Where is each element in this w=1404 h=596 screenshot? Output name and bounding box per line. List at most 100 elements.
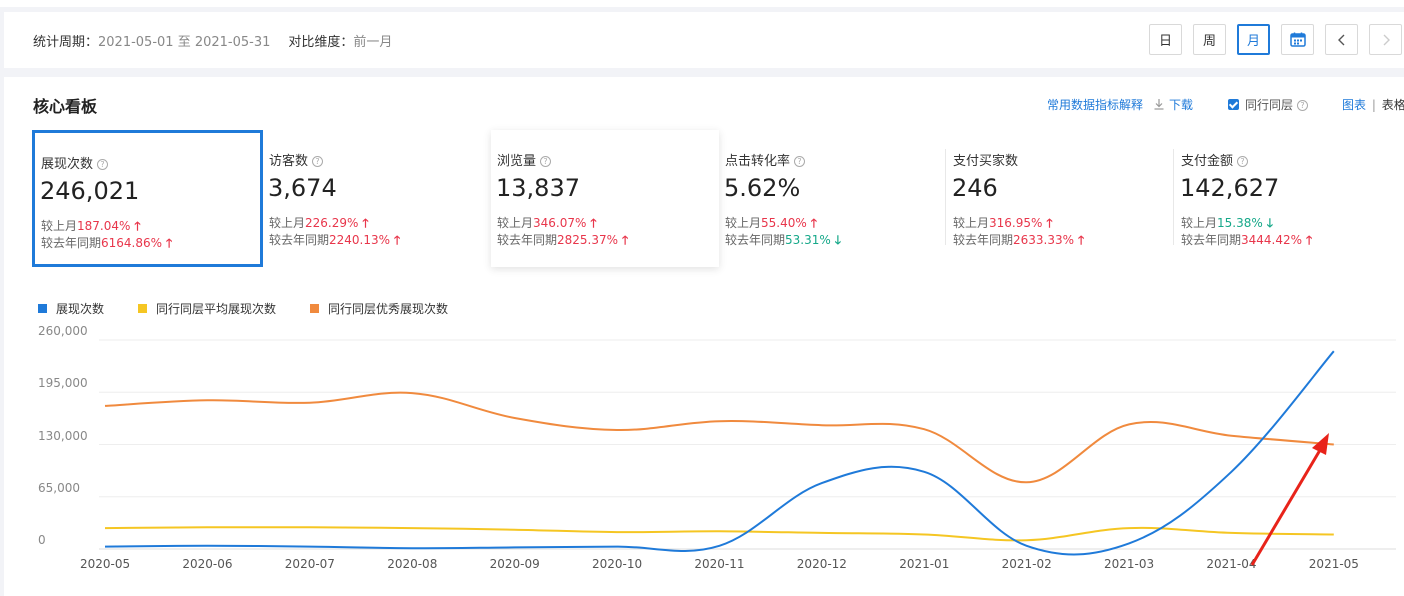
series-line-2[interactable] xyxy=(104,526,1334,542)
metric-card[interactable]: 支付金额? 142,627 较上月15.38% 🡓 较去年同期3444.42% 🡑 xyxy=(1175,130,1401,267)
calendar-button[interactable] xyxy=(1281,24,1314,55)
metric-name: 展现次数? xyxy=(41,153,109,172)
metric-card[interactable]: 访客数? 3,674 较上月226.29% 🡑 较去年同期2240.13% 🡑 xyxy=(263,130,489,267)
help-icon: ? xyxy=(1297,100,1309,111)
metric-value: 3,674 xyxy=(268,174,337,202)
arrow-down-icon: 🡓 xyxy=(834,233,842,247)
arrow-up-icon: 🡑 xyxy=(1046,216,1053,230)
metric-name: 点击转化率? xyxy=(725,150,806,169)
checkbox-checked-icon xyxy=(1228,99,1239,110)
legend-swatch xyxy=(38,304,47,313)
year-over-year: 较去年同期2633.33% 🡑 xyxy=(953,233,1085,247)
day-button[interactable]: 日 xyxy=(1149,24,1182,55)
calendar-icon xyxy=(1289,32,1306,47)
year-over-year: 较去年同期53.31% 🡓 xyxy=(725,233,842,247)
x-tick-label: 2020-08 xyxy=(387,557,438,571)
line-chart xyxy=(99,339,1396,566)
filter-bar: 统计周期：2021-05-01 至 2021-05-31 对比维度：前一月 日 周… xyxy=(4,12,1404,68)
metric-name: 支付买家数 xyxy=(953,154,1019,169)
metric-card[interactable]: 浏览量? 13,837 较上月346.07% 🡑 较去年同期2825.37% 🡑 xyxy=(491,130,719,267)
help-icon: ? xyxy=(312,156,324,167)
arrow-up-icon: 🡑 xyxy=(166,236,173,250)
x-tick-label: 2021-03 xyxy=(1104,557,1155,571)
arrow-up-icon: 🡑 xyxy=(810,216,818,230)
top-strip xyxy=(0,0,1404,7)
period-label: 统计周期： xyxy=(33,35,99,50)
series-line-1[interactable] xyxy=(104,350,1335,556)
year-over-year: 较去年同期3444.42% 🡑 xyxy=(1181,233,1313,247)
month-over-month: 较上月316.95% 🡑 xyxy=(953,216,1053,230)
y-tick-label: 65,000 xyxy=(38,480,80,495)
period-value[interactable]: 2021-05-01 至 2021-05-31 xyxy=(98,35,271,50)
x-tick-label: 2021-02 xyxy=(1001,557,1052,571)
next-period-button[interactable] xyxy=(1369,24,1402,55)
month-button[interactable]: 月 xyxy=(1237,24,1270,55)
help-icon: ? xyxy=(1237,156,1249,167)
arrow-up-icon: 🡑 xyxy=(394,233,401,247)
chevron-left-icon xyxy=(1337,34,1344,45)
y-tick-label: 0 xyxy=(38,533,46,547)
month-over-month: 较上月15.38% 🡓 xyxy=(1181,216,1274,230)
metric-name: 访客数? xyxy=(269,150,324,169)
series-line-3[interactable] xyxy=(104,391,1334,484)
year-over-year: 较去年同期2825.37% 🡑 xyxy=(497,233,629,247)
year-over-year: 较去年同期6164.86% 🡑 xyxy=(41,236,173,250)
peer-checkbox[interactable]: 同行同层? xyxy=(1228,96,1309,113)
legend-item-series-1[interactable]: 展现次数 xyxy=(38,300,104,317)
metric-value: 246,021 xyxy=(40,177,140,205)
x-tick-label: 2020-05 xyxy=(80,557,131,571)
x-tick-label: 2020-07 xyxy=(284,557,335,571)
metric-value: 142,627 xyxy=(1180,174,1280,202)
legend-label: 展现次数 xyxy=(56,302,105,316)
view-toggle: 图表 | 表格 xyxy=(1342,96,1404,113)
legend-label: 同行同层平均展现次数 xyxy=(156,302,277,316)
arrow-up-icon: 🡑 xyxy=(1078,233,1085,247)
arrow-up-icon: 🡑 xyxy=(362,216,369,230)
compare-value[interactable]: 前一月 xyxy=(353,35,393,50)
arrow-up-icon: 🡑 xyxy=(622,233,629,247)
legend-item-series-3[interactable]: 同行同层优秀展现次数 xyxy=(310,300,448,317)
x-tick-label: 2020-11 xyxy=(694,557,745,571)
x-tick-label: 2020-06 xyxy=(182,557,233,571)
metric-help-link[interactable]: 常用数据指标解释 xyxy=(1047,98,1144,112)
x-tick-label: 2021-05 xyxy=(1308,557,1359,571)
month-over-month: 较上月187.04% 🡑 xyxy=(41,219,141,233)
download-button[interactable]: 下载 xyxy=(1154,96,1193,113)
view-separator: | xyxy=(1371,98,1376,112)
x-tick-label: 2020-12 xyxy=(796,557,847,571)
year-over-year: 较去年同期2240.13% 🡑 xyxy=(269,233,401,247)
y-tick-label: 195,000 xyxy=(38,376,88,391)
legend-swatch xyxy=(310,304,319,313)
table-view-tab[interactable]: 表格 xyxy=(1381,98,1404,112)
chart-view-tab[interactable]: 图表 xyxy=(1342,98,1367,112)
compare-label: 对比维度： xyxy=(288,35,354,50)
help-icon: ? xyxy=(540,156,552,167)
metric-card[interactable]: 展现次数? 246,021 较上月187.04% 🡑 较去年同期6164.86% 🡑 xyxy=(32,130,263,267)
metric-value: 246 xyxy=(952,174,998,202)
card-divider xyxy=(1173,149,1174,245)
legend-item-series-2[interactable]: 同行同层平均展现次数 xyxy=(138,300,276,317)
download-icon xyxy=(1154,99,1164,110)
x-tick-label: 2020-10 xyxy=(592,557,643,571)
month-over-month: 较上月226.29% 🡑 xyxy=(269,216,369,230)
help-icon: ? xyxy=(97,159,109,170)
arrow-up-icon: 🡑 xyxy=(590,216,597,230)
x-tick-label: 2020-09 xyxy=(489,557,540,571)
arrow-up-icon: 🡑 xyxy=(134,219,141,233)
prev-period-button[interactable] xyxy=(1325,24,1358,55)
arrow-down-icon: 🡓 xyxy=(1266,216,1274,230)
chevron-right-icon xyxy=(1383,34,1390,45)
legend-swatch xyxy=(138,304,147,313)
help-icon: ? xyxy=(794,156,806,167)
panel-title: 核心看板 xyxy=(33,97,98,116)
metric-card[interactable]: 点击转化率? 5.62% 较上月55.40% 🡑 较去年同期53.31% 🡓 xyxy=(719,130,945,267)
week-button[interactable]: 周 xyxy=(1193,24,1226,55)
legend-label: 同行同层优秀展现次数 xyxy=(328,302,449,316)
metric-value: 13,837 xyxy=(496,174,580,202)
y-tick-label: 130,000 xyxy=(38,428,88,443)
metric-card[interactable]: 支付买家数 246 较上月316.95% 🡑 较去年同期2633.33% 🡑 xyxy=(947,130,1173,267)
y-tick-label: 260,000 xyxy=(38,324,88,338)
metric-name: 支付金额? xyxy=(1181,150,1249,169)
metric-name: 浏览量? xyxy=(497,150,552,169)
annotation-arrow xyxy=(1250,433,1329,566)
